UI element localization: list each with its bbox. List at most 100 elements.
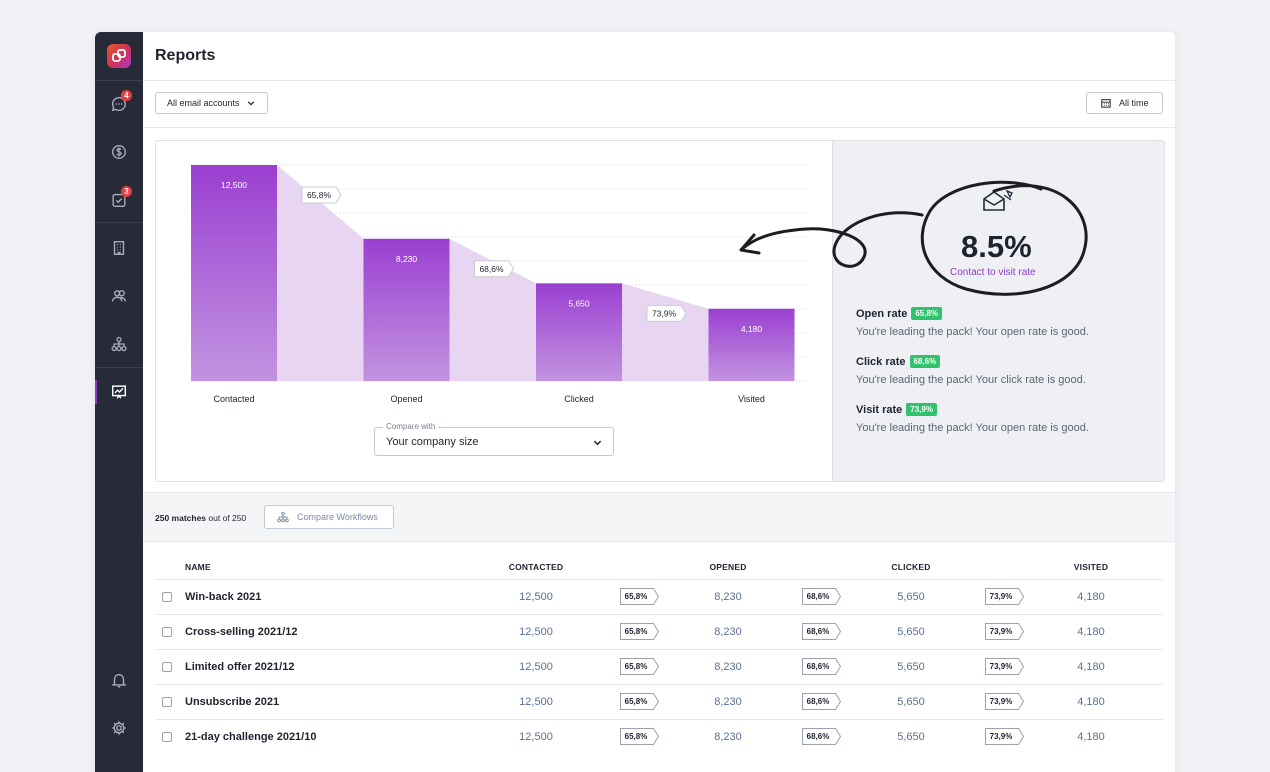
bar-value-label: 8,230 (396, 254, 418, 264)
table-row[interactable]: Cross-selling 2021/12 12,500 65,8% 8,230 68,… (155, 614, 1163, 650)
conversion-tag: 73,9% (985, 658, 1025, 675)
row-checkbox[interactable] (162, 662, 172, 672)
contacted-value: 12,500 (519, 731, 553, 743)
row-checkbox[interactable] (162, 732, 172, 742)
conversion-value: 73,9% (989, 697, 1013, 706)
rate-description: You're leading the pack! Your open rate … (856, 422, 1089, 434)
nav-reports[interactable] (95, 372, 143, 412)
chevron-down-icon (247, 101, 254, 106)
summary-value: 8.5% (961, 229, 1032, 264)
sidebar-divider (95, 80, 143, 81)
nav-revenue[interactable] (95, 132, 143, 172)
tasks-badge: 3 (121, 186, 132, 197)
clicked-value: 5,650 (897, 626, 925, 638)
table-row[interactable]: Unsubscribe 2021 12,500 65,8% 8,230 68,6% 5,6… (155, 684, 1163, 720)
conversion-value: 68,6% (806, 697, 830, 706)
nav-contacts[interactable] (95, 276, 143, 316)
funnel-panel: 12,500 8,230 5,650 4,180 65,8% 68,6% 73,9% Con… (155, 140, 1165, 482)
email-accounts-dropdown[interactable]: All email accounts (155, 92, 268, 114)
compare-workflows-label: Compare Workflows (297, 512, 378, 522)
column-header-opened[interactable]: OPENED (709, 562, 747, 572)
compare-workflows-button[interactable]: Compare Workflows (264, 505, 394, 529)
conversion-value: 68,6% (806, 592, 830, 601)
conversion-tag: 65,8% (620, 728, 660, 745)
dollar-icon (112, 145, 126, 159)
clicked-value: 5,650 (897, 661, 925, 673)
conversion-tag: 68,6% (802, 658, 842, 675)
workflow-name[interactable]: Win-back 2021 (185, 591, 262, 603)
conversion-value: 73,9% (989, 662, 1013, 671)
column-header-visited[interactable]: VISITED (1073, 562, 1109, 572)
main-content: Reports All email accounts All time 12,5… (143, 32, 1175, 772)
building-icon (113, 241, 125, 255)
category-label: Contacted (213, 394, 255, 404)
category-label: Clicked (564, 394, 594, 404)
gear-icon (112, 721, 126, 735)
conversion-tag: 65,8% (620, 658, 660, 675)
conversion-tag: 65,8% (620, 623, 660, 640)
filter-bar: All email accounts All time (143, 80, 1175, 128)
workflow-name[interactable]: Unsubscribe 2021 (185, 696, 280, 708)
column-header-clicked[interactable]: CLICKED (891, 562, 931, 572)
nav-workflows[interactable] (95, 324, 143, 364)
conversion-value: 68,6% (806, 732, 830, 741)
nav-tasks[interactable]: 3 (95, 180, 143, 220)
row-checkbox[interactable] (162, 592, 172, 602)
sidebar-divider (95, 222, 143, 223)
summary-panel: 8.5% Contact to visit rate Open rate 65,8… (832, 141, 1164, 481)
chevron-down-icon (593, 440, 602, 446)
nav-settings[interactable] (95, 708, 143, 748)
compare-with-value: Your company size (386, 436, 479, 448)
conversion-value: 65,8% (624, 592, 648, 601)
bar-value-label: 5,650 (568, 298, 590, 308)
compare-with-select[interactable]: Compare with Your company size (374, 422, 614, 456)
users-icon (112, 290, 126, 302)
rate-description: You're leading the pack! Your open rate … (856, 326, 1089, 338)
click-rate: Click rate 68,6% You're leading the pack!… (856, 352, 1086, 386)
workflow-icon (277, 511, 289, 523)
open-rate: Open rate 65,8% You're leading the pack! … (856, 304, 1089, 338)
sidebar: 4 3 (95, 32, 143, 772)
row-checkbox[interactable] (162, 697, 172, 707)
workflow-name[interactable]: Cross-selling 2021/12 (185, 626, 298, 638)
conversion-tag: 65,8% (620, 588, 660, 605)
nav-notifications[interactable] (95, 660, 143, 700)
conversion-tag: 73,9% (985, 623, 1025, 640)
workflow-name[interactable]: Limited offer 2021/12 (185, 661, 295, 673)
opened-value: 8,230 (714, 696, 742, 708)
funnel-bar (363, 238, 450, 381)
rate-badge: 73,9% (906, 403, 937, 416)
contacted-value: 12,500 (519, 661, 553, 673)
conversion-label: 65,8% (307, 190, 332, 200)
contacted-value: 12,500 (519, 626, 553, 638)
funnel-chart: 12,500 8,230 5,650 4,180 65,8% 68,6% 73,9% Con… (156, 141, 832, 481)
email-open-icon (983, 189, 1013, 211)
opened-value: 8,230 (714, 731, 742, 743)
conversion-tag: 73,9% (985, 588, 1025, 605)
reports-icon (111, 385, 127, 399)
calendar-icon (1101, 99, 1111, 108)
app-logo[interactable] (107, 44, 131, 68)
date-range-button[interactable]: All time (1086, 92, 1163, 114)
table-row[interactable]: 21-day challenge 2021/10 12,500 65,8% 8,230… (155, 719, 1163, 755)
funnel-bar (536, 283, 622, 381)
workflow-name[interactable]: 21-day challenge 2021/10 (185, 731, 317, 743)
row-checkbox[interactable] (162, 627, 172, 637)
email-accounts-label: All email accounts (167, 98, 240, 108)
table-row[interactable]: Limited offer 2021/12 12,500 65,8% 8,230 68,… (155, 649, 1163, 685)
visited-value: 4,180 (1077, 661, 1105, 673)
opened-value: 8,230 (714, 661, 742, 673)
nav-messages[interactable]: 4 (95, 84, 143, 124)
column-header-name[interactable]: NAME (185, 562, 211, 572)
rate-description: You're leading the pack! Your click rate… (856, 374, 1086, 386)
column-header-contacted[interactable]: CONTACTED (508, 562, 564, 572)
matches-count: 250 matches out of 250 (155, 513, 246, 523)
conversion-tag: 68,6% (802, 728, 842, 745)
funnel-bar (191, 165, 277, 381)
table-row[interactable]: Win-back 2021 12,500 65,8% 8,230 68,6% 5,650 7… (155, 579, 1163, 615)
bar-value-label: 12,500 (221, 180, 247, 190)
conversion-value: 68,6% (806, 662, 830, 671)
nav-companies[interactable] (95, 228, 143, 268)
contacted-value: 12,500 (519, 696, 553, 708)
clicked-value: 5,650 (897, 731, 925, 743)
